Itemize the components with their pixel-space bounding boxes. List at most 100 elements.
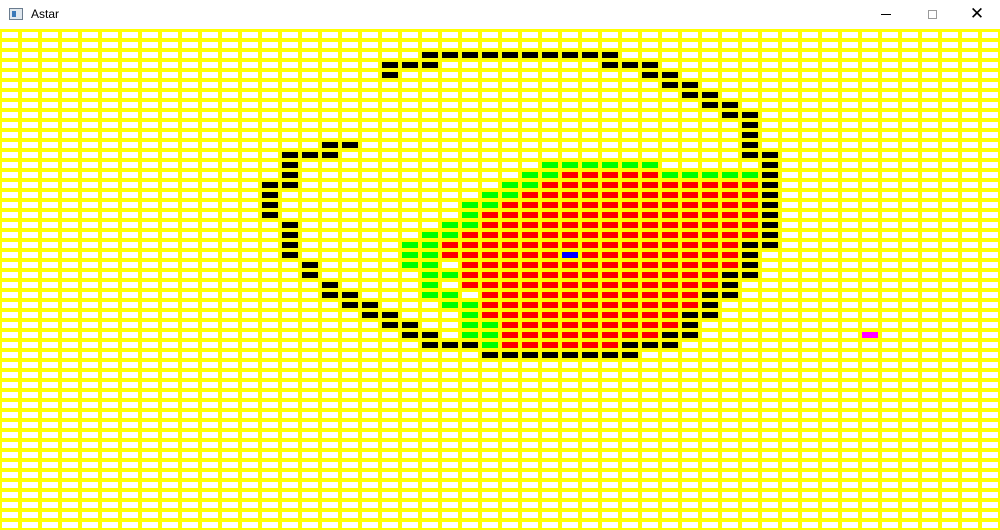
grid-cell-wall[interactable] [422,52,438,58]
grid-cell[interactable] [422,152,438,158]
grid-cell[interactable] [362,112,378,118]
grid-cell[interactable] [122,182,138,188]
grid-cell[interactable] [702,432,718,438]
grid-cell[interactable] [522,442,538,448]
grid-cell[interactable] [62,312,78,318]
grid-cell[interactable] [922,32,938,38]
grid-cell[interactable] [502,82,518,88]
grid-cell[interactable] [762,132,778,138]
grid-cell[interactable] [282,482,298,488]
grid-cell[interactable] [42,52,58,58]
grid-cell[interactable] [402,282,418,288]
grid-cell[interactable] [322,312,338,318]
grid-cell[interactable] [882,442,898,448]
grid-cell[interactable] [862,202,878,208]
grid-cell[interactable] [982,52,998,58]
grid-cell[interactable] [222,372,238,378]
grid-cell-wall[interactable] [722,112,738,118]
grid-cell-wall[interactable] [282,182,298,188]
grid-cell[interactable] [822,412,838,418]
grid-cell[interactable] [162,512,178,518]
grid-cell[interactable] [802,152,818,158]
grid-cell[interactable] [802,122,818,128]
grid-cell[interactable] [982,252,998,258]
grid-cell[interactable] [602,452,618,458]
grid-cell-closed[interactable] [702,222,718,228]
grid-cell[interactable] [902,272,918,278]
grid-cell[interactable] [2,482,18,488]
grid-cell[interactable] [142,512,158,518]
grid-cell[interactable] [202,462,218,468]
grid-cell[interactable] [322,262,338,268]
grid-cell[interactable] [122,402,138,408]
grid-cell[interactable] [382,132,398,138]
grid-cell[interactable] [842,452,858,458]
grid-cell[interactable] [342,182,358,188]
grid-cell[interactable] [642,372,658,378]
grid-cell-closed[interactable] [502,322,518,328]
grid-cell[interactable] [802,472,818,478]
grid-cell[interactable] [2,382,18,388]
grid-cell[interactable] [902,492,918,498]
grid-cell[interactable] [182,332,198,338]
grid-cell[interactable] [102,412,118,418]
grid-cell[interactable] [822,162,838,168]
grid-cell[interactable] [122,172,138,178]
grid-cell[interactable] [202,282,218,288]
grid-cell[interactable] [82,262,98,268]
grid-cell[interactable] [342,282,358,288]
grid-cell[interactable] [982,412,998,418]
grid-cell[interactable] [382,502,398,508]
grid-cell[interactable] [442,502,458,508]
grid-cell[interactable] [922,502,938,508]
grid-cell[interactable] [2,162,18,168]
grid-cell[interactable] [382,112,398,118]
grid-cell[interactable] [102,142,118,148]
grid-cell-closed[interactable] [542,212,558,218]
grid-cell-wall[interactable] [282,242,298,248]
grid-cell-closed[interactable] [482,262,498,268]
grid-cell[interactable] [442,362,458,368]
grid-cell[interactable] [982,492,998,498]
grid-cell[interactable] [202,432,218,438]
grid-cell-closed[interactable] [622,242,638,248]
grid-cell[interactable] [102,192,118,198]
grid-cell[interactable] [802,312,818,318]
grid-cell[interactable] [2,392,18,398]
grid-cell[interactable] [522,412,538,418]
grid-cell[interactable] [522,482,538,488]
grid-cell[interactable] [202,152,218,158]
grid-cell[interactable] [342,362,358,368]
grid-cell[interactable] [582,122,598,128]
grid-cell[interactable] [162,62,178,68]
grid-cell[interactable] [622,362,638,368]
grid-cell[interactable] [82,452,98,458]
grid-cell[interactable] [402,462,418,468]
grid-cell[interactable] [262,292,278,298]
grid-cell-closed[interactable] [502,252,518,258]
grid-cell[interactable] [982,282,998,288]
grid-cell[interactable] [282,412,298,418]
grid-cell[interactable] [902,512,918,518]
grid-cell[interactable] [462,172,478,178]
grid-cell[interactable] [902,262,918,268]
grid-cell[interactable] [342,92,358,98]
grid-cell-open[interactable] [742,172,758,178]
grid-cell[interactable] [942,92,958,98]
grid-cell-open[interactable] [682,172,698,178]
grid-cell[interactable] [882,192,898,198]
grid-cell[interactable] [722,522,738,528]
grid-cell[interactable] [782,432,798,438]
grid-cell-closed[interactable] [542,342,558,348]
grid-cell[interactable] [42,382,58,388]
grid-cell[interactable] [762,422,778,428]
grid-cell[interactable] [682,402,698,408]
grid-cell-wall[interactable] [342,142,358,148]
grid-cell[interactable] [402,442,418,448]
grid-cell[interactable] [822,152,838,158]
grid-cell[interactable] [982,292,998,298]
grid-cell[interactable] [482,522,498,528]
grid-cell[interactable] [102,382,118,388]
grid-cell[interactable] [842,292,858,298]
grid-cell[interactable] [242,422,258,428]
